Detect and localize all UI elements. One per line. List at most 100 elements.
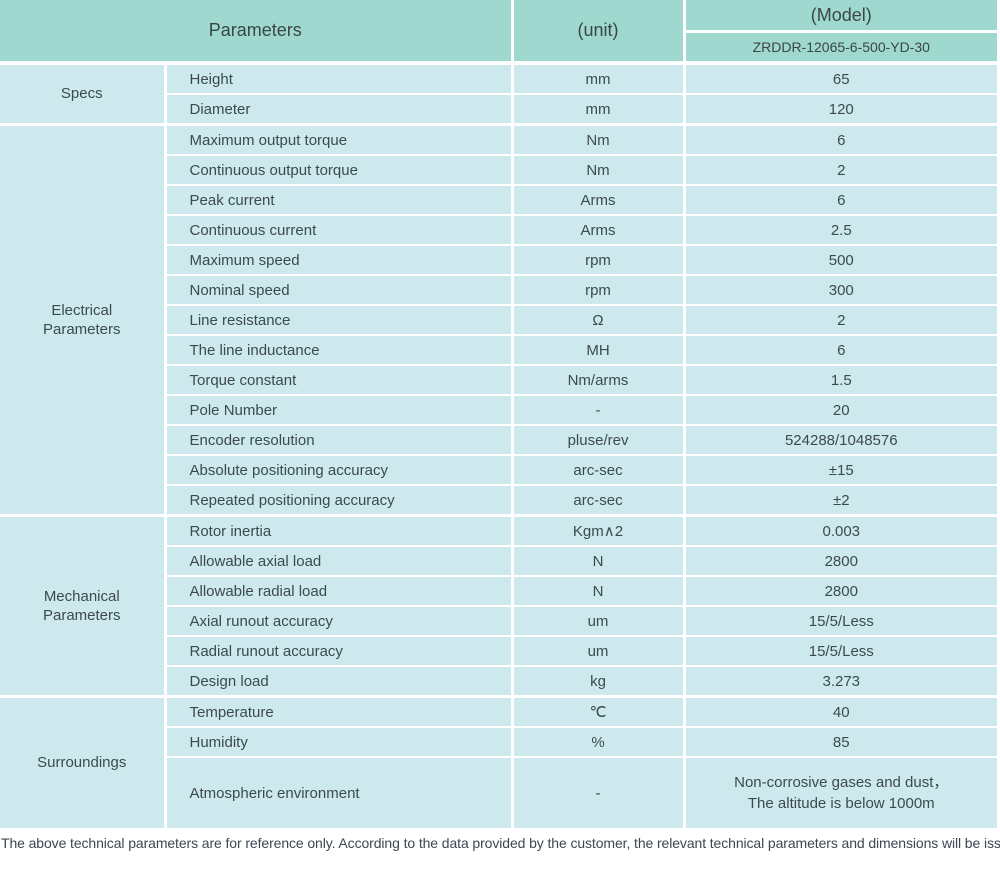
param-name: Nominal speed — [163, 274, 514, 306]
param-name: Repeated positioning accuracy — [163, 484, 514, 517]
table-row: Pole Number -20 — [0, 394, 999, 426]
table-row: Absolute positioning accuracy arc-sec ±15 — [0, 454, 999, 486]
param-value: 3.273 — [682, 665, 999, 698]
param-value: ±2 — [682, 484, 999, 517]
param-name: Diameter — [163, 93, 514, 126]
param-value: ±15 — [682, 454, 999, 486]
header-row-2: ZRDDR-12065-6-500-YD-30 — [0, 30, 999, 65]
param-name: Line resistance — [163, 304, 514, 336]
param-unit: N — [510, 545, 686, 577]
table-row: Continuous current Arms 2.5 — [0, 214, 999, 246]
table-row: Maximum speed rpm 500 — [0, 244, 999, 276]
spec-table-header: Parameters (unit) (Model) ZRDDR-12065-6-… — [0, 0, 999, 65]
param-name: Design load — [163, 665, 514, 698]
model-number: ZRDDR-12065-6-500-YD-30 — [682, 30, 999, 65]
param-name: Absolute positioning accuracy — [163, 454, 514, 486]
param-unit: rpm — [510, 274, 686, 306]
section-label: Electrical Parameters — [0, 123, 167, 517]
param-name: Height — [163, 61, 514, 95]
table-row: Nominal speed rpm 300 — [0, 274, 999, 306]
param-value: 15/5/Less — [682, 605, 999, 637]
param-value: 2 — [682, 304, 999, 336]
param-value: 300 — [682, 274, 999, 306]
param-unit: Nm — [510, 123, 686, 156]
param-name: Maximum speed — [163, 244, 514, 276]
param-unit: Ω — [510, 304, 686, 336]
model-header: (Model) — [682, 0, 999, 33]
param-unit: um — [510, 635, 686, 667]
param-unit: arc-sec — [510, 454, 686, 486]
param-value: 65 — [682, 61, 999, 95]
table-row: Peak current Arms 6 — [0, 184, 999, 216]
param-value: 15/5/Less — [682, 635, 999, 667]
unit-header: (unit) — [510, 0, 686, 65]
param-unit: mm — [510, 61, 686, 95]
param-name: Maximum output torque — [163, 123, 514, 156]
param-unit: Arms — [510, 214, 686, 246]
table-row: Surroundings Temperature ℃ 40 — [0, 695, 999, 829]
table-row: Humidity% 85 — [0, 726, 999, 758]
table-row: The line inductance MH 6 — [0, 334, 999, 366]
table-row: Diameter mm 120 — [0, 93, 999, 126]
param-value: 0.003 — [682, 514, 999, 547]
param-name: Encoder resolution — [163, 424, 514, 456]
spec-table: Parameters (unit) (Model) ZRDDR-12065-6-… — [0, 0, 999, 829]
param-value: 6 — [682, 123, 999, 156]
table-row: Allowable axial load N 2800 — [0, 545, 999, 577]
param-name: The line inductance — [163, 334, 514, 366]
param-value: 6 — [682, 334, 999, 366]
table-row: Allowable radial load N 2800 — [0, 575, 999, 607]
param-name: Allowable radial load — [163, 575, 514, 607]
param-unit: Nm/arms — [510, 364, 686, 396]
param-value: 524288/1048576 — [682, 424, 999, 456]
table-row: Atmospheric environment - Non-corrosive ga… — [0, 756, 999, 829]
param-name: Continuous current — [163, 214, 514, 246]
param-value: 1.5 — [682, 364, 999, 396]
param-unit: Arms — [510, 184, 686, 216]
param-value: 120 — [682, 93, 999, 126]
table-row: Axial runout accuracy um 15/5/Less — [0, 605, 999, 637]
footer-disclaimer: The above technical parameters are for r… — [1, 835, 1000, 851]
param-name: Atmospheric environment — [163, 756, 514, 829]
param-name: Allowable axial load — [163, 545, 514, 577]
param-name: Axial runout accuracy — [163, 605, 514, 637]
param-value: 85 — [682, 726, 999, 758]
table-row: Mechanical Parameters Rotor inertia Kgm∧2 0… — [0, 514, 999, 698]
param-name: Torque constant — [163, 364, 514, 396]
table-row: Design load kg 3.273 — [0, 665, 999, 698]
param-name: Pole Number — [163, 394, 514, 426]
param-value: 2 — [682, 154, 999, 186]
table-row: Radial runout accuracy um 15/5/Less — [0, 635, 999, 667]
param-value: 500 — [682, 244, 999, 276]
param-unit: pluse/rev — [510, 424, 686, 456]
param-value: 2800 — [682, 575, 999, 607]
param-unit: - — [510, 394, 686, 426]
table-row: Torque constant Nm/arms 1.5 — [0, 364, 999, 396]
param-value: 6 — [682, 184, 999, 216]
param-name: Peak current — [163, 184, 514, 216]
param-value: 2800 — [682, 545, 999, 577]
param-name: Humidity — [163, 726, 514, 758]
param-unit: kg — [510, 665, 686, 698]
parameters-header: Parameters — [0, 0, 514, 65]
param-unit: Nm — [510, 154, 686, 186]
section-label: Mechanical Parameters — [0, 514, 167, 698]
header-row-1: Parameters (unit) (Model) — [0, 0, 999, 65]
spec-table-body: Specs Height mm 65 Diameter mm 120 Electrical P… — [0, 61, 999, 829]
param-name: Temperature — [163, 695, 514, 728]
param-unit: mm — [510, 93, 686, 126]
table-row: Encoder resolution pluse/rev 524288/104857… — [0, 424, 999, 456]
param-value: 2.5 — [682, 214, 999, 246]
param-unit: MH — [510, 334, 686, 366]
param-unit: rpm — [510, 244, 686, 276]
param-unit: % — [510, 726, 686, 758]
table-row: Specs Height mm 65 — [0, 61, 999, 126]
param-unit: arc-sec — [510, 484, 686, 517]
param-value: Non-corrosive gases and dust， The altitu… — [682, 756, 999, 829]
table-row: Electrical Parameters Maximum output torq… — [0, 123, 999, 517]
param-value: 40 — [682, 695, 999, 728]
table-row: Continuous output torque Nm 2 — [0, 154, 999, 186]
param-unit: - — [510, 756, 686, 829]
param-unit: um — [510, 605, 686, 637]
